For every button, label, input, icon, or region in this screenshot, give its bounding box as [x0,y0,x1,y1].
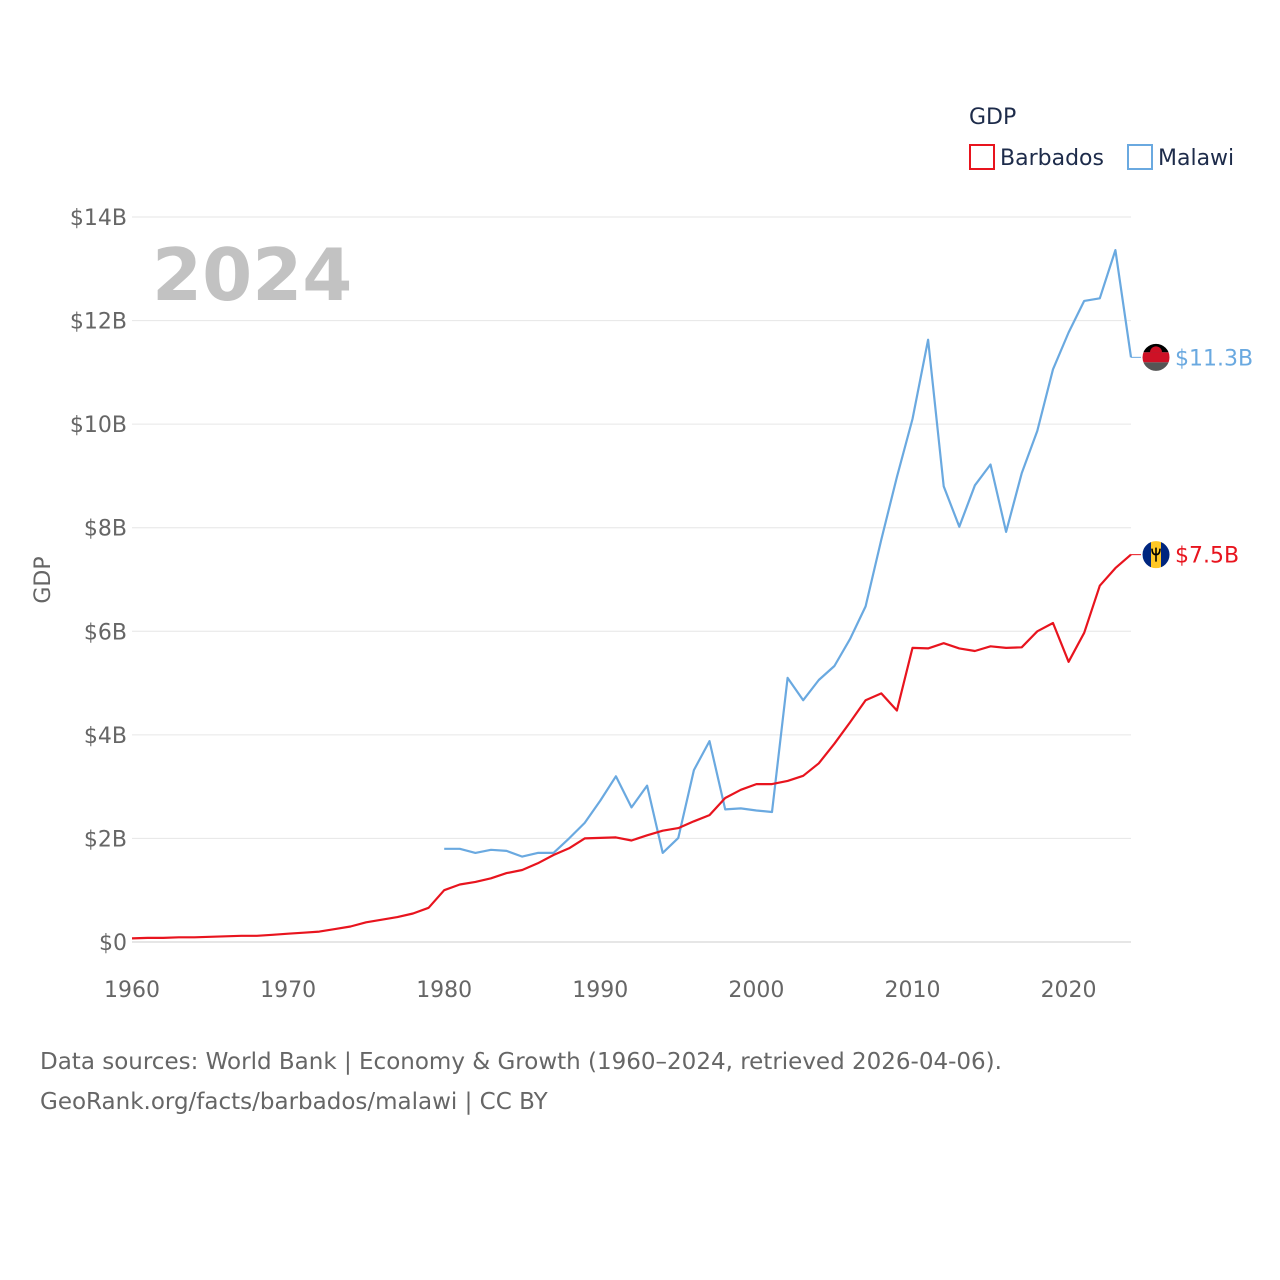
footer: Data sources: World Bank | Economy & Gro… [40,1042,1240,1122]
y-axis-ticks: $0 $2B $4B $6B $8B $10B $12B $14B [70,206,127,956]
y-tick-label: $10B [70,413,127,438]
legend-title: GDP [969,105,1016,130]
series-line-malawi[interactable] [444,249,1133,858]
y-tick-label: $8B [84,517,127,542]
malawi-flag-icon [1141,342,1171,372]
x-tick-label: 2010 [884,978,940,1003]
legend-label-malawi[interactable]: Malawi [1158,146,1234,171]
y-tick-label: $0 [99,931,127,956]
end-label-malawi: $11.3B [1175,346,1253,371]
legend-swatch-barbados[interactable] [969,144,995,170]
y-axis-title: GDP [31,556,56,603]
series-end-markers: $7.5B $11.3B [1131,342,1253,570]
x-tick-label: 1990 [572,978,628,1003]
gdp-line-chart: $0$2B$4B$6B$8B$10B$12B$14B 1960 1970 1980 1… [31,105,1253,1003]
y-tick-label: $6B [84,620,127,645]
legend-swatch-malawi[interactable] [1127,144,1153,170]
x-tick-label: 1960 [104,978,160,1003]
x-tick-label: 2000 [728,978,784,1003]
barbados-flag-icon [1141,540,1171,570]
footer-sources: Data sources: World Bank | Economy & Gro… [40,1049,1002,1075]
gridlines [132,216,1131,943]
footer-attribution: GeoRank.org/facts/barbados/malawi | CC B… [40,1089,548,1115]
y-tick-label: $2B [84,827,127,852]
legend-label-barbados[interactable]: Barbados [1000,146,1104,171]
x-axis-ticks: 1960 1970 1980 1990 2000 2010 2020 [104,978,1097,1003]
legend: GDP Barbados Malawi [969,105,1234,171]
x-tick-label: 2020 [1041,978,1097,1003]
series-lines [131,249,1133,940]
y-tick-label: $4B [84,724,127,749]
year-label: 2024 [152,233,352,317]
x-tick-label: 1980 [416,978,472,1003]
y-tick-label: $14B [70,206,127,231]
x-tick-label: 1970 [260,978,316,1003]
series-line-barbados[interactable] [131,553,1132,940]
y-tick-label: $12B [70,310,127,335]
end-label-barbados: $7.5B [1175,544,1239,569]
